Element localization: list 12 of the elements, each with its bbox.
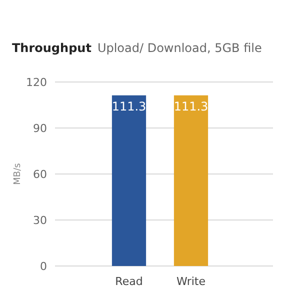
y-tick-label: 30: [33, 214, 47, 227]
x-tick-label: Read: [115, 275, 143, 288]
y-tick-label: 60: [33, 168, 47, 181]
y-axis-title: MB/s: [13, 162, 23, 185]
x-tick-label: Write: [176, 275, 206, 288]
y-tick-label: 90: [33, 122, 47, 135]
chart-subtitle: Upload/ Download, 5GB file: [97, 41, 262, 55]
y-tick-label: 120: [26, 76, 47, 89]
y-tick-label: 0: [40, 260, 47, 273]
data-label: 111.3: [112, 99, 146, 114]
chart-title: Throughput: [12, 41, 92, 55]
data-label: 111.3: [174, 99, 208, 114]
